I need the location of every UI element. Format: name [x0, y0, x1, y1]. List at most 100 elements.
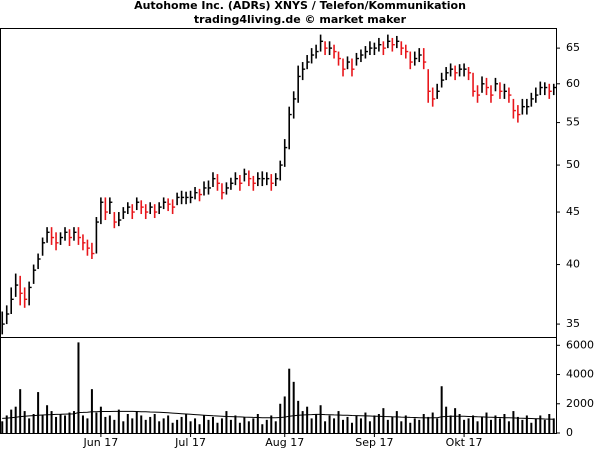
volume-bar: [350, 422, 353, 433]
volume-bar: [149, 416, 152, 433]
volume-bar: [162, 418, 165, 433]
volume-bar: [543, 419, 546, 433]
y-tick-label: 60: [566, 77, 580, 90]
volume-bar: [256, 414, 259, 433]
volume-bar: [534, 418, 537, 433]
volume-bar: [180, 416, 183, 433]
volume-bar: [225, 411, 228, 433]
volume-bar: [333, 418, 336, 433]
volume-bar: [41, 415, 44, 433]
volume-bar: [207, 419, 210, 433]
volume-bar: [72, 411, 75, 433]
volume-bar: [158, 421, 161, 433]
volume-bar: [364, 412, 367, 433]
x-tick-label: Okt 17: [446, 436, 483, 449]
volume-frame: [0, 337, 557, 434]
y-tick-label: 65: [566, 41, 580, 54]
y-tick-label: 45: [566, 205, 580, 218]
volume-bar: [50, 411, 53, 433]
volume-bar: [436, 418, 439, 433]
volume-bar: [467, 418, 470, 433]
volume-bar: [5, 415, 8, 433]
volume-bar: [144, 419, 147, 433]
volume-bar: [55, 416, 58, 433]
volume-bar: [342, 419, 345, 433]
volume-bar: [153, 414, 156, 433]
volume-bar: [418, 419, 421, 433]
volume-bar: [243, 416, 246, 433]
volume-bar: [46, 405, 49, 433]
volume-bar: [391, 416, 394, 433]
volume-bar: [319, 405, 322, 433]
volume-bar: [229, 419, 232, 433]
chart-title: Autohome Inc. (ADRs) XNYS / Telefon/Komm…: [134, 0, 466, 12]
chart-subtitle: trading4living.de © market maker: [194, 13, 407, 26]
x-tick-label: Sep 17: [355, 436, 393, 449]
volume-bar: [472, 415, 475, 433]
volume-bar: [458, 414, 461, 433]
volume-bar: [14, 406, 17, 433]
volume-bar: [59, 414, 62, 433]
y-tick-label: 35: [566, 317, 580, 330]
volume-bar: [19, 389, 22, 433]
volume-bar: [220, 418, 223, 433]
volume-bar: [1, 421, 4, 433]
volume-bar: [86, 418, 89, 433]
volume-bar: [288, 368, 291, 433]
volume-bar: [346, 416, 349, 433]
volume-bar: [131, 418, 134, 433]
volume-bar: [507, 421, 510, 433]
volume-bar: [324, 421, 327, 433]
volume-bar: [489, 419, 492, 433]
y-tick-label: 40: [566, 258, 580, 271]
volume-bar: [274, 421, 277, 433]
volume-bar: [117, 409, 120, 433]
volume-bar: [315, 414, 318, 433]
volume-bar: [194, 418, 197, 433]
volume-bar: [216, 422, 219, 433]
volume-bar: [95, 412, 98, 433]
volume-bar: [337, 411, 340, 433]
volume-bar: [503, 414, 506, 433]
y-tick-label: 55: [566, 116, 580, 129]
volume-bar: [422, 414, 425, 433]
volume-bar: [113, 419, 116, 433]
volume-bar: [498, 418, 501, 433]
volume-bar: [135, 411, 138, 433]
volume-bar: [198, 424, 201, 433]
volume-bar: [382, 408, 385, 433]
volume-bar: [23, 411, 26, 433]
y-tick-label: 0: [566, 426, 573, 439]
volume-bar: [409, 422, 412, 433]
volume-bar: [122, 421, 125, 433]
y-tick-label: 4000: [566, 368, 594, 381]
volume-bar: [252, 418, 255, 433]
volume-bar: [431, 412, 434, 433]
volume-bar: [81, 415, 84, 433]
volume-bar: [32, 414, 35, 433]
volume-bar: [238, 422, 241, 433]
volume-bar: [104, 416, 107, 433]
volume-bar: [539, 415, 542, 433]
volume-bar: [10, 409, 13, 433]
volume-bar: [247, 421, 250, 433]
volume-bar: [427, 416, 430, 433]
volume-bar: [283, 396, 286, 433]
volume-bar: [37, 392, 40, 433]
volume-bar: [476, 421, 479, 433]
volume-bar: [395, 411, 398, 433]
volume-bar: [463, 419, 466, 433]
volume-bar: [185, 414, 188, 433]
volume-bar: [512, 411, 515, 433]
volume-bar: [189, 421, 192, 433]
volume-bar: [171, 422, 174, 433]
volume-bar: [494, 415, 497, 433]
y-tick-label: 2000: [566, 397, 594, 410]
volume-bar: [445, 406, 448, 433]
volume-bar: [126, 414, 129, 433]
volume-bar: [548, 414, 551, 433]
volume-bar: [279, 403, 282, 433]
volume-bar: [440, 386, 443, 433]
volume-bar: [377, 414, 380, 433]
